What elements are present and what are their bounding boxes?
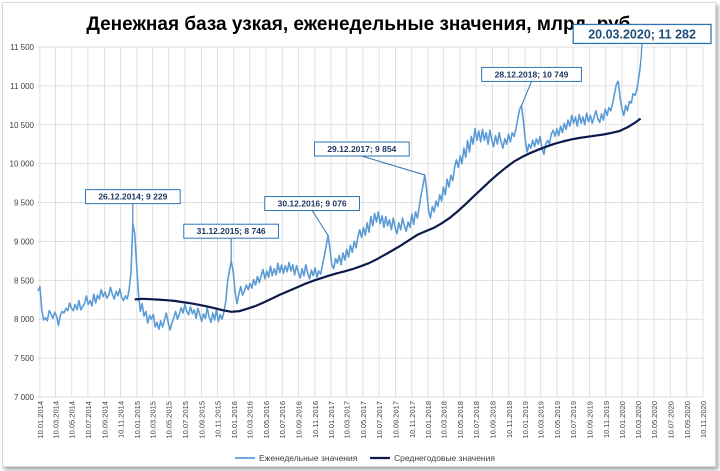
x-tick-label: 10.07.2019 [569, 401, 578, 439]
x-tick-label: 10.07.2016 [278, 401, 287, 439]
annotation-box [264, 196, 360, 212]
annotation-leader [361, 155, 425, 176]
annotation-box [183, 223, 280, 239]
x-tick-label: 10.09.2020 [683, 401, 692, 439]
annual-average-line [134, 117, 642, 313]
annotations: 26.12.2014; 9 229 31.12.2015; 8 746 30.12.… [84, 23, 712, 262]
x-tick-label: 10.09.2014 [100, 401, 109, 439]
chart-frame: Денежная база узкая, еженедельные значен… [2, 2, 716, 467]
x-tick-label: 10.05.2020 [650, 401, 659, 439]
annotation-label: 20.03.2020; 11 282 [588, 27, 696, 41]
x-tick-label: 10.03.2020 [634, 401, 643, 439]
x-tick-label: 10.01.2018 [424, 401, 433, 439]
x-tick-label: 10.01.2014 [36, 401, 45, 439]
y-tick-label: 7 000 [14, 393, 35, 402]
x-tick-label: 10.01.2020 [618, 401, 627, 439]
x-tick-label: 10.03.2014 [52, 401, 61, 439]
x-tick-label: 10.11.2019 [602, 401, 611, 438]
annotation-leader [311, 210, 329, 236]
x-tick-label: 10.01.2016 [230, 401, 239, 439]
x-tick-label: 10.03.2018 [440, 401, 449, 439]
weekly-values-line [37, 63, 642, 331]
y-tick-label: 9 000 [14, 237, 35, 246]
series-lines [37, 63, 642, 331]
x-tick-label: 10.03.2017 [343, 401, 352, 439]
x-tick-label: 10.11.2016 [311, 401, 320, 438]
x-tick-label: 10.11.2018 [505, 401, 514, 438]
annotation-label: 26.12.2014; 9 229 [98, 192, 167, 202]
x-tick-label: 10.07.2020 [666, 401, 675, 439]
y-tick-label: 10 500 [10, 121, 35, 130]
x-tick-label: 10.11.2015 [214, 401, 223, 438]
y-tick-label: 9 500 [14, 199, 35, 208]
x-tick-label: 10.07.2017 [375, 401, 384, 439]
x-tick-label: 10.07.2015 [181, 401, 190, 439]
x-tick-label: 10.09.2016 [295, 401, 304, 439]
x-tick-label: 10.09.2019 [586, 401, 595, 439]
annotation-label: 28.12.2018; 10 749 [495, 69, 569, 79]
y-tick-label: 11 000 [10, 82, 34, 91]
x-tick-label: 10.07.2018 [472, 401, 481, 439]
annotation-box [481, 66, 582, 82]
legend-label-weekly: Еженедельные значения [259, 453, 358, 463]
x-tick-label: 10.11.2014 [117, 401, 126, 438]
x-tick-label: 10.11.2017 [408, 401, 417, 438]
chart-title: Денежная база узкая, еженедельные значен… [86, 14, 635, 35]
annotation-box [313, 141, 410, 157]
x-tick-label: 10.11.2020 [699, 401, 708, 438]
x-tick-label: 10.09.2018 [489, 401, 498, 439]
chart: Денежная база узкая, еженедельные значен… [10, 14, 712, 463]
x-tick-label: 10.09.2015 [197, 401, 206, 439]
annotation-label: 29.12.2017; 9 854 [327, 144, 396, 154]
y-tick-label: 7 500 [14, 354, 35, 363]
x-tick-label: 10.01.2017 [327, 401, 336, 439]
x-tick-label: 10.05.2015 [165, 401, 174, 439]
x-tick-label: 10.03.2015 [149, 401, 158, 439]
annotation-label: 31.12.2015; 8 746 [197, 226, 266, 236]
y-tick-label: 8 500 [14, 276, 35, 285]
annotation-leader [521, 81, 533, 106]
legend: Еженедельные значения Среднегодовые значе… [235, 453, 495, 463]
annotation-label: 30.12.2016; 9 076 [278, 199, 347, 209]
x-tick-label: 10.05.2017 [359, 401, 368, 439]
annotation-box [572, 23, 712, 45]
x-tick-label: 10.01.2015 [133, 401, 142, 439]
x-tick-label: 10.03.2019 [537, 401, 546, 439]
x-tick-label: 10.09.2017 [392, 401, 401, 439]
y-tick-label: 11 500 [10, 43, 34, 52]
annotation-box [84, 189, 181, 205]
x-tick-label: 10.01.2019 [521, 401, 530, 439]
x-tick-label: 10.05.2018 [456, 401, 465, 439]
y-tick-label: 10 000 [10, 160, 35, 169]
x-tick-label: 10.07.2014 [84, 401, 93, 439]
y-axis: 7 000 7 500 8 000 8 500 9 000 9 500 10 000 10 5… [10, 43, 35, 402]
y-tick-label: 8 000 [14, 315, 35, 324]
x-axis: 10.01.2014 10.03.2014 10.05.2014 10.07.2014… [36, 401, 708, 439]
x-tick-label: 10.05.2019 [553, 401, 562, 439]
legend-label-annual: Среднегодовые значения [394, 453, 495, 463]
x-tick-label: 10.05.2014 [68, 401, 77, 439]
annotation-leader [640, 43, 643, 64]
x-tick-label: 10.03.2016 [246, 401, 255, 439]
x-tick-label: 10.05.2016 [262, 401, 271, 439]
